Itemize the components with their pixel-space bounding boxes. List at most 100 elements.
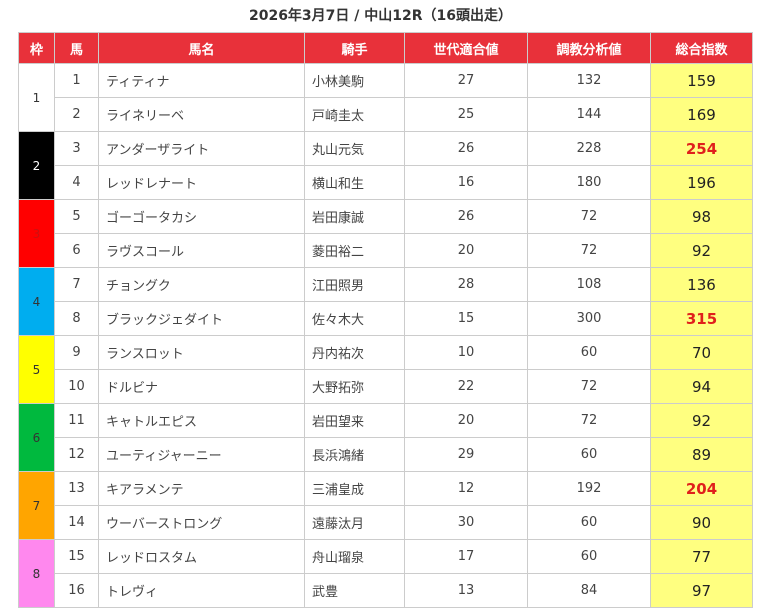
table-row: 8 15 レッドロスタム 舟山瑠泉 17 60 77 (18, 539, 753, 608)
table-row: 7 13 キアラメンテ 三浦皇成 12 192 204 (18, 471, 753, 540)
chokyo-value: 192 (527, 471, 651, 506)
table-body: 1 1 ティティナ 小林美駒 27 132 159 2 ライネリーベ 戸崎圭太 … (18, 63, 753, 608)
horse-name: キアラメンテ (98, 471, 305, 506)
sedai-value: 26 (404, 199, 528, 234)
waku-cell: 8 (18, 539, 55, 608)
jockey-name: 三浦皇成 (304, 471, 405, 506)
horse-number: 7 (54, 267, 99, 302)
horse-number: 14 (54, 505, 99, 540)
horse-number: 10 (54, 369, 99, 404)
total-index: 89 (650, 437, 753, 472)
sedai-value: 25 (404, 97, 528, 132)
horse-name: ライネリーベ (98, 97, 305, 132)
table-row: 1 1 ティティナ 小林美駒 27 132 159 (18, 63, 753, 132)
chokyo-value: 228 (527, 131, 651, 166)
jockey-name: 岩田望来 (304, 403, 405, 438)
table-row: 10 ドルビナ 大野拓弥 22 72 94 (19, 369, 753, 404)
jockey-name: 佐々木大 (304, 301, 405, 336)
page-title: 2026年3月7日 / 中山12R（16頭出走） (248, 8, 513, 24)
sedai-value: 20 (404, 233, 528, 268)
table-row: 6 11 キャトルエピス 岩田望来 20 72 92 (18, 403, 753, 472)
total-index: 92 (650, 233, 753, 268)
waku-cell: 4 (18, 267, 55, 336)
table-row: 2 ライネリーベ 戸崎圭太 25 144 169 (19, 97, 753, 132)
chokyo-value: 72 (527, 199, 651, 234)
horse-number: 11 (54, 403, 99, 438)
total-index: 94 (650, 369, 753, 404)
total-index: 169 (650, 97, 753, 132)
jockey-name: 菱田裕二 (304, 233, 405, 268)
table-row: 5 9 ランスロット 丹内祐次 10 60 70 (18, 335, 753, 404)
waku-cell: 3 (18, 199, 55, 268)
sedai-value: 17 (404, 539, 528, 574)
horse-number: 8 (54, 301, 99, 336)
jockey-name: 江田照男 (304, 267, 405, 302)
total-index: 136 (650, 267, 753, 302)
chokyo-value: 60 (527, 335, 651, 370)
total-index: 254 (650, 131, 753, 166)
horse-name: ブラックジェダイト (98, 301, 305, 336)
sedai-value: 29 (404, 437, 528, 472)
header-horse-number: 馬 (54, 32, 99, 64)
chokyo-value: 60 (527, 437, 651, 472)
waku-cell: 7 (18, 471, 55, 540)
table-header-row: 枠 馬 馬名 騎手 世代適合値 調教分析値 総合指数 (18, 32, 753, 64)
sedai-value: 13 (404, 573, 528, 608)
horse-name: ウーバーストロング (98, 505, 305, 540)
table-row: 2 3 アンダーザライト 丸山元気 26 228 254 (18, 131, 753, 200)
table-row: 16 トレヴィ 武豊 13 84 97 (19, 573, 753, 608)
header-total: 総合指数 (650, 32, 753, 64)
horse-number: 4 (54, 165, 99, 200)
sedai-value: 27 (404, 63, 528, 98)
jockey-name: 大野拓弥 (304, 369, 405, 404)
header-chokyo: 調教分析値 (527, 32, 651, 64)
jockey-name: 舟山瑠泉 (304, 539, 405, 574)
chokyo-value: 300 (527, 301, 651, 336)
table-row: 6 ラヴスコール 菱田裕二 20 72 92 (19, 233, 753, 268)
waku-cell: 6 (18, 403, 55, 472)
race-table: 枠 馬 馬名 騎手 世代適合値 調教分析値 総合指数 1 1 ティティナ 小林美… (18, 32, 753, 608)
jockey-name: 戸崎圭太 (304, 97, 405, 132)
horse-number: 5 (54, 199, 99, 234)
table-row: 12 ユーティジャーニー 長浜鴻緒 29 60 89 (19, 437, 753, 472)
total-index: 196 (650, 165, 753, 200)
horse-number: 9 (54, 335, 99, 370)
jockey-name: 丸山元気 (304, 131, 405, 166)
horse-number: 6 (54, 233, 99, 268)
chokyo-value: 108 (527, 267, 651, 302)
table-row: 4 7 チョングク 江田照男 28 108 136 (18, 267, 753, 336)
sedai-value: 15 (404, 301, 528, 336)
horse-name: ランスロット (98, 335, 305, 370)
sedai-value: 20 (404, 403, 528, 438)
chokyo-value: 72 (527, 369, 651, 404)
jockey-name: 小林美駒 (304, 63, 405, 98)
jockey-name: 武豊 (304, 573, 405, 608)
sedai-value: 26 (404, 131, 528, 166)
horse-name: トレヴィ (98, 573, 305, 608)
horse-name: レッドロスタム (98, 539, 305, 574)
chokyo-value: 72 (527, 233, 651, 268)
sedai-value: 30 (404, 505, 528, 540)
chokyo-value: 132 (527, 63, 651, 98)
total-index: 98 (650, 199, 753, 234)
horse-number: 13 (54, 471, 99, 506)
horse-number: 15 (54, 539, 99, 574)
horse-name: チョングク (98, 267, 305, 302)
horse-name: アンダーザライト (98, 131, 305, 166)
header-waku: 枠 (18, 32, 55, 64)
waku-cell: 5 (18, 335, 55, 404)
waku-cell: 2 (18, 131, 55, 200)
table-row: 3 5 ゴーゴータカシ 岩田康誠 26 72 98 (18, 199, 753, 268)
header-sedai: 世代適合値 (404, 32, 528, 64)
chokyo-value: 72 (527, 403, 651, 438)
header-horse-name: 馬名 (98, 32, 305, 64)
jockey-name: 岩田康誠 (304, 199, 405, 234)
chokyo-value: 84 (527, 573, 651, 608)
horse-number: 12 (54, 437, 99, 472)
horse-number: 16 (54, 573, 99, 608)
jockey-name: 丹内祐次 (304, 335, 405, 370)
jockey-name: 遠藤汰月 (304, 505, 405, 540)
horse-name: レッドレナート (98, 165, 305, 200)
chokyo-value: 144 (527, 97, 651, 132)
horse-number: 3 (54, 131, 99, 166)
